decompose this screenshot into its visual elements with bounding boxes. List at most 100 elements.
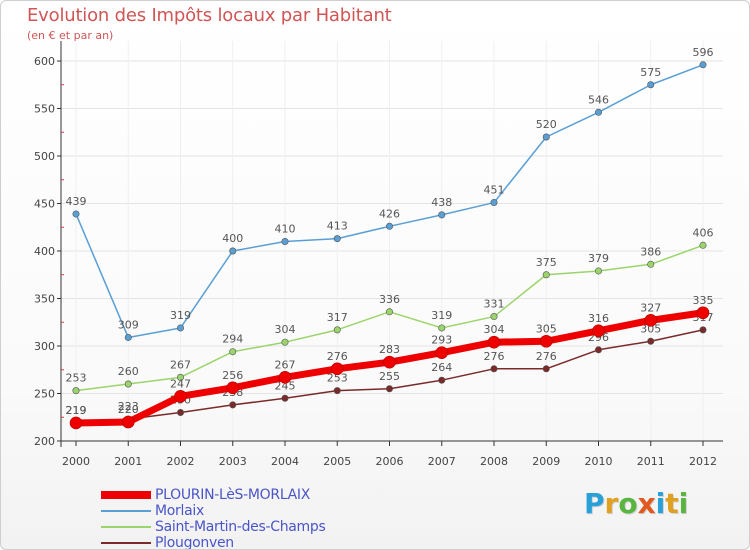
data-label: 264 <box>431 361 452 374</box>
data-label: 223 <box>118 400 139 413</box>
data-point <box>594 108 602 116</box>
data-label: 386 <box>640 245 661 258</box>
y-tick-label: 200 <box>34 435 55 448</box>
data-label: 309 <box>118 318 139 331</box>
data-point <box>592 324 605 338</box>
data-point <box>281 394 289 402</box>
data-label: 335 <box>693 294 714 307</box>
data-label: 276 <box>484 350 505 363</box>
data-label: 276 <box>327 350 348 363</box>
data-point <box>490 365 498 373</box>
logo-letter: r <box>604 487 619 520</box>
data-label: 255 <box>379 370 400 383</box>
data-point <box>438 324 446 332</box>
data-label: 283 <box>379 343 400 356</box>
y-tick-label: 300 <box>34 340 55 353</box>
logo-letter: P <box>584 487 605 520</box>
data-point <box>278 371 292 384</box>
y-tick-label: 450 <box>34 198 55 211</box>
data-point <box>647 337 655 345</box>
data-point <box>72 387 80 395</box>
series-Saint-Martin-des-Champs: 253 260 267 294 304 317 336 319 331 375 379 386 406 <box>66 226 714 395</box>
data-label: 294 <box>222 333 243 346</box>
legend-label: Saint-Martin-des-Champs <box>155 519 326 535</box>
data-point <box>333 235 341 243</box>
data-point <box>542 133 550 141</box>
data-label: 400 <box>222 232 243 245</box>
data-label: 316 <box>588 312 609 325</box>
x-tick-label: 2012 <box>689 455 717 468</box>
data-point <box>542 365 550 373</box>
data-label: 375 <box>536 256 557 269</box>
proxiti-logo: Proxiti <box>584 487 688 520</box>
data-point <box>281 338 289 346</box>
data-point <box>226 381 240 395</box>
data-label: 596 <box>693 46 714 59</box>
data-point <box>435 346 449 359</box>
data-point <box>229 348 237 356</box>
data-label: 256 <box>222 369 243 382</box>
legend-label: Morlaix <box>155 503 204 519</box>
data-point <box>490 313 498 321</box>
data-label: 331 <box>484 298 505 311</box>
data-label: 253 <box>66 372 87 385</box>
series-Plougonven: 219223230238245253255264276276296305317 <box>66 311 714 427</box>
data-point <box>490 199 498 207</box>
data-label: 520 <box>536 118 557 131</box>
data-point <box>699 61 707 69</box>
data-label: 439 <box>66 195 87 208</box>
data-label: 426 <box>379 207 400 220</box>
y-tick-label: 250 <box>34 388 55 401</box>
x-tick-label: 2000 <box>62 455 90 468</box>
data-label: 413 <box>327 220 348 233</box>
data-point <box>385 308 393 316</box>
x-tick-label: 2009 <box>532 455 560 468</box>
data-label: 327 <box>640 301 661 314</box>
y-tick-label: 500 <box>34 150 55 163</box>
data-label: 317 <box>327 311 348 324</box>
legend-swatch <box>101 542 151 544</box>
data-point <box>124 333 132 341</box>
data-point <box>333 387 341 395</box>
data-point <box>542 271 550 279</box>
logo-letter: o <box>618 487 638 520</box>
data-point <box>229 401 237 409</box>
data-point <box>539 334 553 348</box>
data-label: 336 <box>379 293 400 306</box>
y-tick-label: 400 <box>34 245 55 258</box>
data-point <box>121 415 135 429</box>
data-point <box>281 238 289 246</box>
series-Morlaix: 439 309 319 400 410 413 426 438 451 520 546 575 596 <box>66 46 714 341</box>
legend-swatch <box>101 526 151 528</box>
legend-label: PLOURIN-LèS-MORLAIX <box>155 487 311 503</box>
data-label: 253 <box>327 372 348 385</box>
data-label: 305 <box>536 322 557 335</box>
data-point <box>177 373 185 381</box>
data-label: 293 <box>431 334 452 347</box>
data-label: 319 <box>170 309 191 322</box>
x-tick-label: 2004 <box>271 455 299 468</box>
data-label: 247 <box>170 377 191 390</box>
legend-swatch <box>101 510 151 512</box>
data-point <box>124 380 132 388</box>
data-label: 267 <box>275 358 296 371</box>
logo-letter: x <box>637 487 656 520</box>
data-label: 406 <box>693 226 714 239</box>
x-tick-label: 2001 <box>114 455 142 468</box>
y-tick-label: 350 <box>34 293 55 306</box>
data-point <box>594 267 602 275</box>
logo-letter: t <box>665 487 679 520</box>
data-point <box>174 390 187 403</box>
data-point <box>644 314 658 327</box>
x-tick-label: 2011 <box>637 455 665 468</box>
data-point <box>385 222 393 230</box>
data-label: 319 <box>431 309 452 322</box>
data-label: 546 <box>588 93 609 106</box>
data-point <box>383 355 396 369</box>
data-point <box>69 416 83 430</box>
data-point <box>72 210 80 218</box>
data-label: 451 <box>484 184 505 197</box>
data-label: 410 <box>275 223 296 236</box>
data-point <box>177 324 185 332</box>
